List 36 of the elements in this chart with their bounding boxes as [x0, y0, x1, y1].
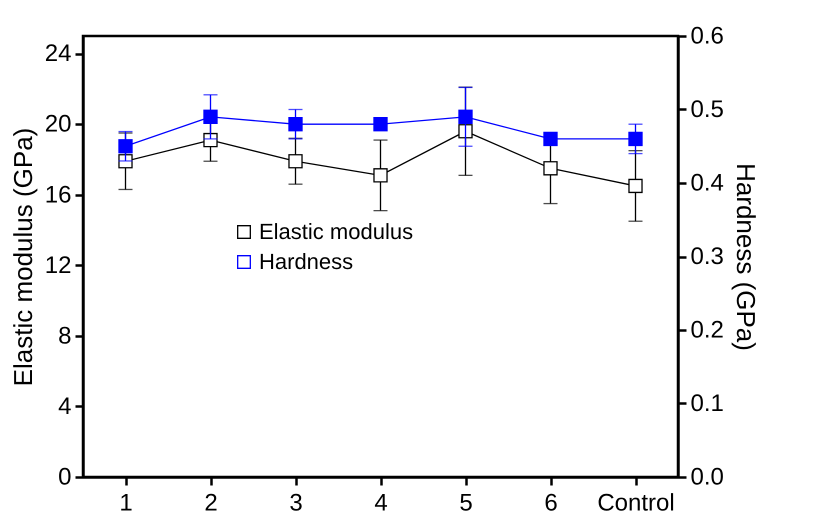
point [203, 110, 218, 124]
y-tick-label: 0 [58, 464, 72, 490]
x-tick-label: 1 [119, 490, 133, 516]
y2-tick-label: 0.4 [690, 170, 724, 196]
point [543, 132, 558, 146]
y-tick-label: 20 [44, 110, 72, 138]
x-tick-label: Control [597, 490, 675, 516]
y2-tick-label: 0.1 [690, 390, 724, 417]
point [288, 117, 303, 132]
point [288, 154, 303, 168]
x-tick-label: 4 [374, 490, 388, 516]
point [373, 168, 388, 183]
y-tick-label: 4 [58, 392, 72, 420]
point [118, 139, 133, 154]
legend-label: Hardness [259, 249, 354, 274]
y2-axis-title: Hardness (GPa) [730, 163, 761, 351]
x-tick-label: 6 [544, 490, 558, 516]
point [628, 178, 643, 194]
y2-tick-label: 0.0 [690, 464, 724, 490]
y2-tick-label: 0.5 [690, 96, 724, 123]
x-tick-label: 2 [204, 490, 218, 516]
point [373, 117, 388, 132]
y2-tick-label: 0.2 [690, 316, 724, 344]
x-tick-label: 5 [459, 490, 473, 516]
point [458, 110, 473, 124]
point [628, 132, 643, 146]
legend-label: Elastic modulus [259, 219, 414, 244]
point [543, 161, 558, 176]
y2-tick-label: 0.6 [690, 22, 724, 50]
y2-tick-label: 0.3 [690, 243, 724, 270]
y-axis-title: Elastic modulus (GPa) [8, 128, 38, 386]
y-tick-label: 16 [44, 181, 72, 208]
y-tick-label: 24 [44, 40, 72, 68]
y-tick-label: 8 [58, 322, 72, 350]
x-tick-label: 3 [289, 490, 303, 516]
y-tick-label: 12 [44, 252, 72, 279]
